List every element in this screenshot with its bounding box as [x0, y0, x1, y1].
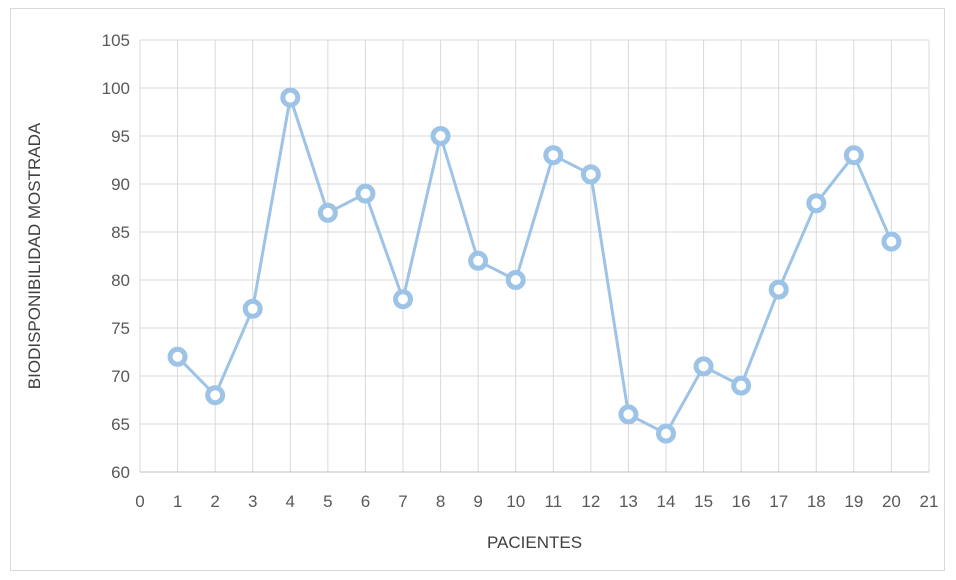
x-tick-label: 19 [844, 492, 863, 511]
data-point [543, 145, 564, 166]
x-tick-label: 0 [135, 492, 144, 511]
data-point [355, 183, 376, 204]
y-tick-labels: 60 65 70 75 80 85 90 95 100 105 [102, 31, 130, 482]
y-tick-label: 90 [111, 175, 130, 194]
data-point [843, 145, 864, 166]
x-tick-label: 7 [398, 492, 407, 511]
x-tick-label: 4 [286, 492, 295, 511]
y-tick-label: 70 [111, 367, 130, 386]
data-point [280, 87, 301, 108]
x-tick-label: 9 [473, 492, 482, 511]
x-tick-label: 8 [436, 492, 445, 511]
y-tick-label: 60 [111, 463, 130, 482]
x-tick-label: 13 [619, 492, 638, 511]
data-point [167, 346, 188, 367]
x-tick-label: 21 [920, 492, 939, 511]
x-tick-label: 10 [506, 492, 525, 511]
x-tick-label: 18 [807, 492, 826, 511]
y-tick-label: 85 [111, 223, 130, 242]
data-point [693, 356, 714, 377]
y-tick-label: 100 [102, 79, 130, 98]
data-point [768, 279, 789, 300]
x-tick-label: 16 [732, 492, 751, 511]
y-tick-label: 75 [111, 319, 130, 338]
x-tick-label: 6 [361, 492, 370, 511]
data-point [317, 202, 338, 223]
x-tick-label: 2 [210, 492, 219, 511]
y-tick-label: 80 [111, 271, 130, 290]
data-point [468, 250, 489, 271]
data-point [505, 270, 526, 290]
y-tick-label: 105 [102, 31, 130, 50]
x-tick-label: 17 [769, 492, 788, 511]
x-tick-label: 12 [581, 492, 600, 511]
x-tick-labels: 0 1 2 3 4 5 6 7 8 9 10 11 12 13 14 15 16 17 18 19 20 21 [135, 492, 938, 511]
x-tick-label: 20 [882, 492, 901, 511]
x-tick-label: 14 [657, 492, 676, 511]
data-point [881, 231, 902, 252]
y-axis-title: BIODISPONIBILIDAD MOSTRADA [25, 122, 44, 389]
y-tick-label: 95 [111, 127, 130, 146]
data-point [393, 289, 413, 310]
x-tick-label: 15 [694, 492, 713, 511]
data-point [430, 126, 451, 146]
grid [139, 39, 930, 472]
data-point [618, 404, 639, 425]
x-tick-label: 3 [248, 492, 257, 511]
data-point [205, 385, 226, 406]
data-point [242, 298, 263, 319]
y-tick-label: 65 [111, 415, 130, 434]
data-point [806, 193, 827, 214]
x-axis-title: PACIENTES [487, 533, 582, 552]
data-point [731, 375, 752, 396]
x-tick-label: 1 [173, 492, 182, 511]
series-line [176, 96, 893, 436]
data-point [580, 164, 601, 185]
data-point [656, 423, 676, 444]
x-tick-label: 11 [544, 492, 562, 511]
x-tick-label: 5 [323, 492, 332, 511]
chart-frame [10, 8, 945, 571]
series [167, 87, 902, 444]
